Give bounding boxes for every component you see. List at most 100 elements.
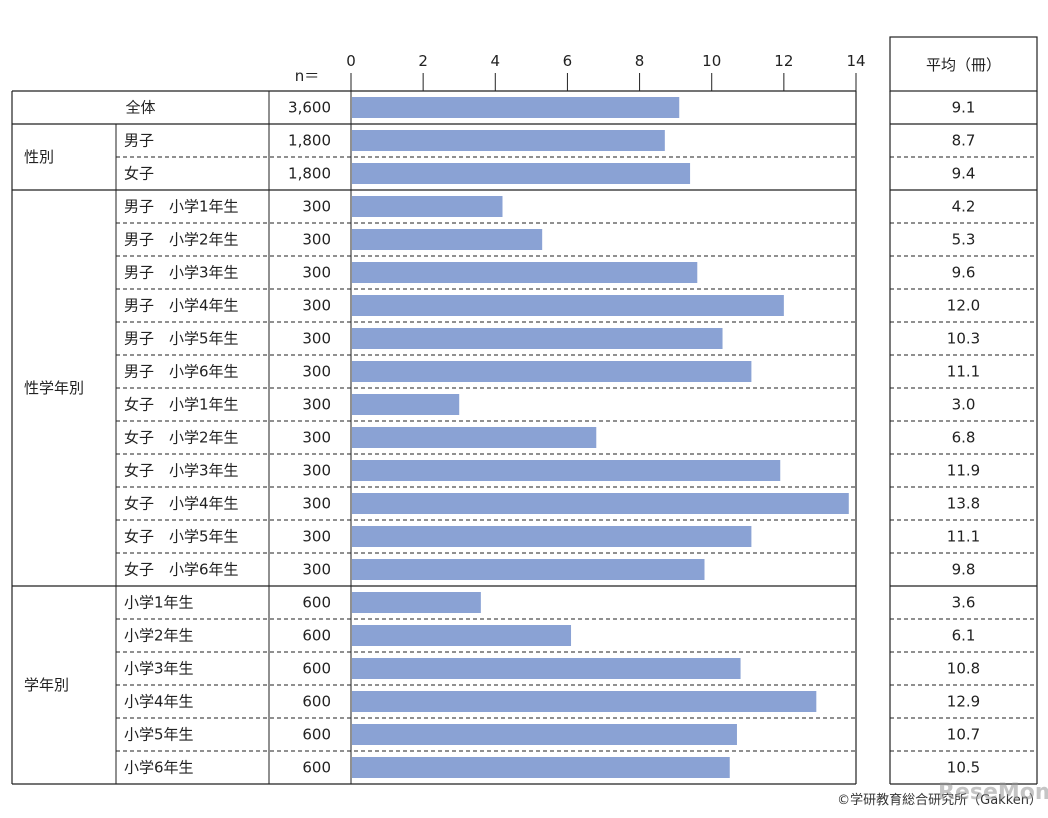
n-value: 300 [302,396,331,414]
n-value: 600 [302,594,331,612]
average-value: 3.6 [952,594,976,612]
row-label: 女子 小学2年生 [124,429,239,447]
bar [352,163,691,184]
row-label: 小学4年生 [124,693,194,711]
bar [352,262,698,283]
average-value: 9.1 [952,99,976,117]
row-label: 小学2年生 [124,627,194,645]
bar [352,559,705,580]
x-tick-label: 2 [418,52,428,70]
n-value: 300 [302,198,331,216]
average-value: 10.3 [947,330,980,348]
bar [352,130,665,151]
row-label: 全体 [125,99,155,117]
average-value: 3.0 [952,396,976,414]
average-header-box [889,36,1038,92]
bar [352,724,737,745]
bar [352,460,781,481]
x-tick-label: 12 [774,52,793,70]
average-value: 8.7 [952,132,976,150]
n-value: 600 [302,660,331,678]
average-value: 11.1 [947,528,980,546]
row-label: 女子 小学3年生 [124,462,239,480]
bar [352,691,817,712]
x-tick-label: 14 [846,52,865,70]
group-label: 学年別 [24,676,69,694]
n-value: 1,800 [288,132,331,150]
bar [352,526,752,547]
bar [352,295,784,316]
average-value: 11.1 [947,363,980,381]
n-value: 300 [302,330,331,348]
bar [352,328,723,349]
average-value: 11.9 [947,462,980,480]
average-value: 10.5 [947,759,980,777]
x-tick-label: 8 [635,52,645,70]
average-value: 4.2 [952,198,976,216]
x-tick-label: 10 [702,52,721,70]
n-value: 600 [302,693,331,711]
average-value: 10.8 [947,660,980,678]
bar [352,361,752,382]
average-value: 12.9 [947,693,980,711]
bar [352,196,503,217]
x-tick-label: 0 [346,52,356,70]
row-label: 男子 小学4年生 [124,297,239,315]
n-value: 300 [302,297,331,315]
bar [352,493,849,514]
row-label: 男子 小学2年生 [124,231,239,249]
average-value: 5.3 [952,231,976,249]
bar [352,394,460,415]
n-value: 1,800 [288,165,331,183]
row-label: 男子 小学3年生 [124,264,239,282]
n-value: 300 [302,363,331,381]
x-tick-label: 6 [563,52,573,70]
average-value: 6.1 [952,627,976,645]
row-label: 男子 小学1年生 [124,198,239,216]
source-credit: ©学研教育総合研究所（Gakken） [837,793,1042,808]
row-label: 女子 小学4年生 [124,495,239,513]
average-value: 6.8 [952,429,976,447]
bar [352,757,730,778]
row-label: 男子 小学6年生 [124,363,239,381]
n-value: 300 [302,528,331,546]
n-value: 300 [302,264,331,282]
x-tick-label: 4 [491,52,501,70]
bar [352,427,597,448]
average-value: 9.6 [952,264,976,282]
average-value: 9.8 [952,561,976,579]
row-label: 女子 小学6年生 [124,561,239,579]
row-label: 女子 小学1年生 [124,396,239,414]
average-value: 12.0 [947,297,980,315]
row-label: 小学1年生 [124,594,194,612]
average-value: 10.7 [947,726,980,744]
average-value: 13.8 [947,495,980,513]
row-label: 小学6年生 [124,759,194,777]
group-label: 性学年別 [24,379,84,397]
bar [352,592,481,613]
bar [352,658,741,679]
n-value: 300 [302,495,331,513]
bar [352,97,680,118]
row-label: 女子 [124,165,154,183]
row-label: 男子 小学5年生 [124,330,239,348]
average-header: 平均（冊） [926,56,1001,74]
n-column-label: n＝ [295,67,320,85]
n-value: 3,600 [288,99,331,117]
bar [352,625,572,646]
n-value: 600 [302,627,331,645]
watermark: ReseMom [938,780,1048,805]
n-value: 600 [302,726,331,744]
n-value: 300 [302,231,331,249]
row-label: 小学5年生 [124,726,194,744]
average-value: 9.4 [952,165,976,183]
row-label: 男子 [124,132,154,150]
bar [352,229,543,250]
n-value: 600 [302,759,331,777]
row-label: 女子 小学5年生 [124,528,239,546]
row-label: 小学3年生 [124,660,194,678]
n-value: 300 [302,462,331,480]
n-value: 300 [302,561,331,579]
group-label: 性別 [24,148,54,166]
